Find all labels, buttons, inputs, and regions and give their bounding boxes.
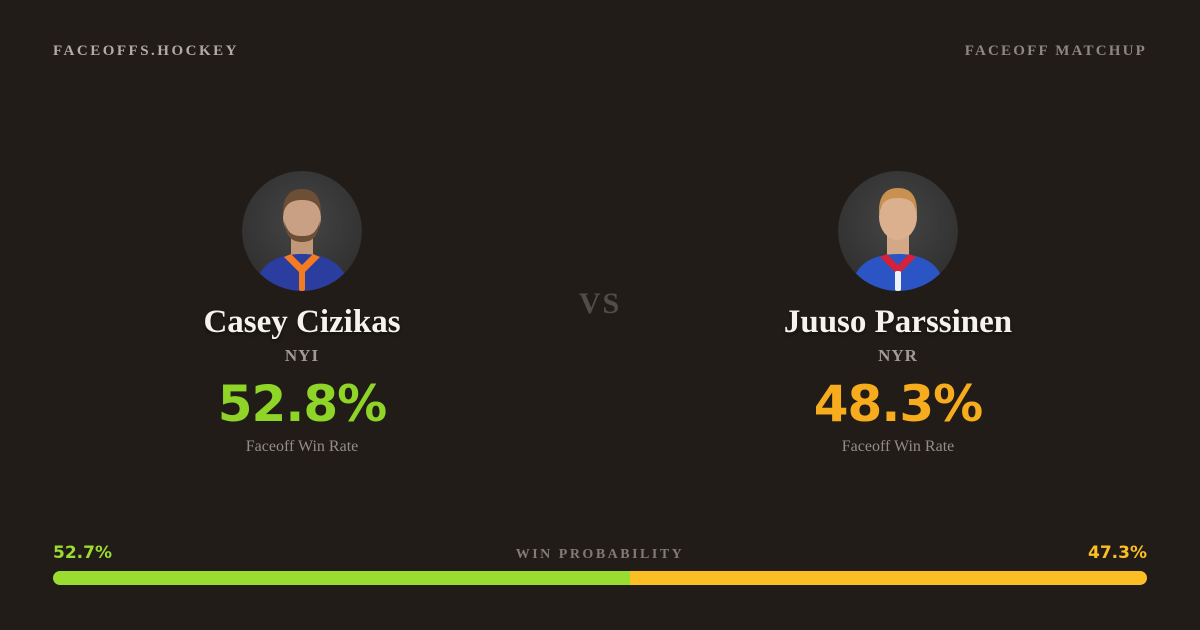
player-right-avatar [838,171,958,291]
win-probability-left-pct: 52.7% [53,543,112,563]
player-right-name: Juuso Parssinen [783,304,1013,340]
player-right-photo [838,171,958,291]
player-left-win-rate-label: Faceoff Win Rate [245,437,359,455]
player-right-team: NYR [878,345,918,365]
player-left-win-rate: 52.8% [217,374,387,433]
win-probability-labels: 52.7% WIN PROBABILITY 47.3% [53,543,1147,563]
win-probability-title: WIN PROBABILITY [515,547,685,562]
win-probability-bar-right-segment [629,571,1147,585]
brand-text: FACEOFFS.HOCKEY [53,43,239,59]
win-probability-bar-left-segment [53,571,630,585]
player-right-section: Juuso Parssinen NYR 48.3% Faceoff Win Ra… [698,171,1098,456]
player-right-win-rate-label: Faceoff Win Rate [841,437,955,455]
player-left-section: Casey Cizikas NYI 52.8% Faceoff Win Rate [102,171,502,456]
player-left-team: NYI [284,345,320,365]
win-probability-bar [53,571,1147,585]
vs-label: VS [578,287,622,320]
player-left-avatar [242,171,362,291]
player-right-win-rate: 48.3% [813,374,983,433]
player-left-photo [242,171,362,291]
win-probability-right-pct: 47.3% [1088,543,1147,563]
player-left-name: Casey Cizikas [203,304,401,340]
context-label: FACEOFF MATCHUP [964,43,1147,59]
